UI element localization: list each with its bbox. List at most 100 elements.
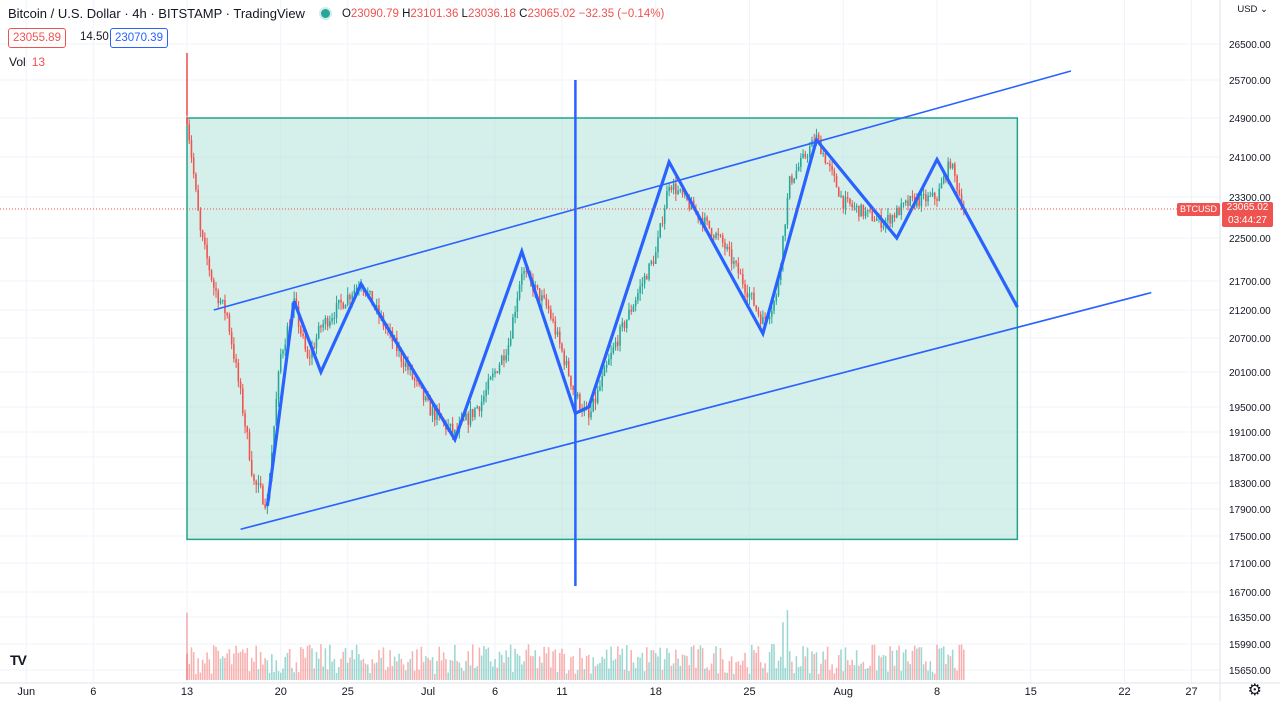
candle bbox=[346, 294, 349, 305]
candle bbox=[213, 279, 215, 288]
candle bbox=[483, 396, 485, 402]
volume-bar bbox=[384, 670, 387, 680]
candle bbox=[608, 359, 610, 365]
volume-bar bbox=[474, 667, 476, 680]
volume-bar bbox=[302, 648, 304, 680]
candle bbox=[469, 409, 472, 425]
volume-bar bbox=[480, 655, 483, 680]
volume-bar bbox=[190, 647, 193, 680]
volume-bar bbox=[322, 666, 324, 680]
sell-price-button[interactable]: 23055.89 bbox=[8, 28, 66, 48]
volume-bar bbox=[558, 653, 561, 680]
volume-bar bbox=[458, 662, 461, 680]
volume-bar bbox=[942, 646, 945, 680]
volume-bar bbox=[726, 672, 728, 680]
volume-bar bbox=[766, 672, 769, 680]
volume-bar bbox=[291, 667, 293, 680]
volume-bar bbox=[259, 651, 262, 680]
gear-icon[interactable]: ⚙ bbox=[1247, 682, 1262, 699]
volume-bar bbox=[496, 667, 499, 680]
candle bbox=[871, 210, 874, 221]
volume-bar bbox=[550, 667, 552, 680]
volume-bar bbox=[500, 654, 503, 680]
time-tick-label: 6 bbox=[90, 686, 96, 698]
volume-bar bbox=[851, 659, 853, 680]
currency-selector[interactable]: USD ⌄ bbox=[1237, 4, 1268, 15]
volume-bar bbox=[284, 657, 286, 680]
volume-bar bbox=[514, 648, 516, 680]
time-tick-label: Jun bbox=[17, 686, 35, 698]
candle bbox=[610, 352, 612, 360]
volume-bar bbox=[688, 665, 691, 680]
candle bbox=[590, 411, 592, 418]
candle bbox=[427, 396, 429, 401]
candle bbox=[333, 318, 336, 320]
volume-bar bbox=[956, 670, 958, 680]
candle bbox=[813, 140, 816, 144]
volume-bar bbox=[228, 649, 231, 680]
price-tick-label: 16350.00 bbox=[1229, 613, 1271, 624]
candle bbox=[186, 53, 188, 116]
volume-bar bbox=[835, 667, 838, 680]
candle bbox=[898, 207, 900, 216]
candle bbox=[235, 358, 237, 363]
price-tick-label: 17900.00 bbox=[1229, 505, 1271, 516]
volume-bar bbox=[331, 661, 333, 680]
volume-bar bbox=[429, 660, 432, 680]
candle bbox=[666, 190, 668, 209]
volume-bar bbox=[721, 659, 724, 680]
candle bbox=[416, 380, 418, 382]
candle bbox=[931, 192, 934, 196]
candle bbox=[755, 305, 757, 310]
candle bbox=[659, 223, 661, 238]
candle bbox=[344, 304, 347, 309]
volume-bar bbox=[596, 664, 599, 680]
candle bbox=[842, 195, 845, 209]
volume-bar bbox=[804, 656, 807, 680]
candle bbox=[831, 165, 833, 171]
volume-legend[interactable]: Vol 13 bbox=[9, 55, 46, 69]
volume-bar bbox=[561, 648, 563, 680]
candle bbox=[933, 192, 936, 200]
candle bbox=[592, 398, 595, 412]
ohlc-readout: O23090.79 H23101.36 L23036.18 C23065.02 … bbox=[341, 7, 665, 20]
candle bbox=[851, 203, 853, 208]
volume-bar bbox=[679, 665, 682, 680]
volume-bar bbox=[940, 647, 943, 680]
buy-price-button[interactable]: 23070.39 bbox=[110, 28, 168, 48]
candle bbox=[704, 217, 706, 227]
candle bbox=[864, 211, 867, 217]
volume-bar bbox=[436, 660, 438, 680]
candle bbox=[259, 483, 262, 486]
volume-bar bbox=[195, 673, 197, 680]
candle bbox=[715, 233, 717, 238]
candle bbox=[641, 283, 644, 287]
volume-bar bbox=[690, 646, 693, 680]
candle bbox=[550, 309, 552, 319]
tradingview-logo[interactable]: TV bbox=[10, 652, 27, 668]
volume-bar bbox=[425, 656, 427, 680]
volume-bar bbox=[603, 658, 606, 680]
volume-bar bbox=[400, 658, 403, 680]
candle bbox=[489, 377, 492, 380]
candle bbox=[771, 310, 773, 317]
volume-bar bbox=[242, 649, 244, 680]
candle bbox=[904, 200, 907, 203]
volume-bar bbox=[465, 660, 467, 680]
volume-bar bbox=[523, 661, 525, 680]
volume-bar bbox=[869, 665, 871, 680]
candle bbox=[208, 258, 211, 271]
candle bbox=[494, 371, 496, 374]
candle bbox=[340, 299, 342, 303]
candle bbox=[353, 289, 356, 296]
candle bbox=[273, 425, 275, 453]
candle bbox=[230, 331, 233, 345]
candle bbox=[617, 341, 619, 346]
symbol-title[interactable]: Bitcoin / U.S. Dollar · 4h · BITSTAMP · … bbox=[8, 6, 305, 21]
volume-bar bbox=[529, 655, 532, 680]
candle bbox=[846, 197, 849, 199]
candle bbox=[634, 300, 637, 307]
volume-bar bbox=[654, 653, 657, 680]
candle bbox=[226, 313, 228, 316]
